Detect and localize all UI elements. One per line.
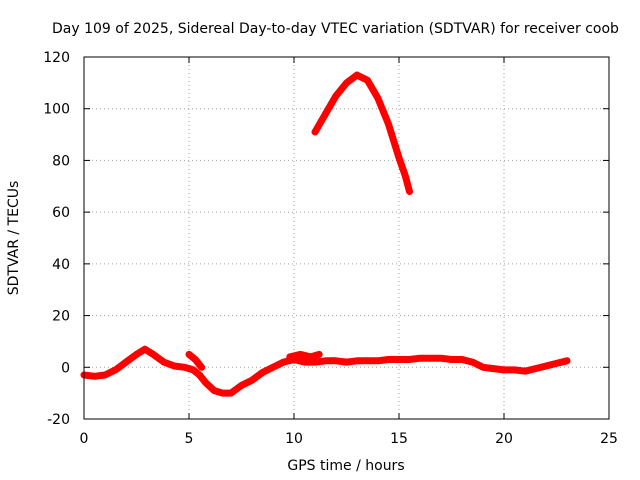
data-point — [322, 110, 329, 118]
data-point — [211, 387, 218, 394]
data-point — [385, 121, 392, 128]
data-point — [532, 365, 539, 372]
x-axis-label: GPS time / hours — [287, 458, 404, 474]
y-tick-label: 120 — [43, 50, 70, 66]
data-point — [101, 371, 109, 379]
data-point — [553, 360, 560, 367]
data-point — [301, 358, 308, 366]
data-point — [280, 358, 287, 366]
data-point — [192, 356, 199, 363]
series-line — [286, 350, 323, 361]
data-point — [469, 358, 476, 366]
data-point — [343, 79, 350, 87]
x-tick-label: 0 — [80, 431, 89, 447]
data-point — [133, 351, 140, 358]
data-point — [150, 351, 157, 358]
data-point — [332, 357, 340, 365]
data-point — [185, 351, 193, 358]
plot-frame — [83, 56, 610, 420]
data-point — [542, 362, 550, 370]
data-point — [343, 358, 350, 366]
data-point — [511, 366, 518, 374]
data-point — [416, 355, 424, 362]
data-point — [259, 369, 266, 376]
data-point — [395, 356, 403, 363]
data-point — [374, 357, 382, 365]
y-tick-label: 60 — [52, 205, 70, 221]
data-point — [458, 356, 466, 363]
data-point — [171, 362, 178, 370]
data-point — [448, 356, 455, 363]
x-axis: 0 5 10 15 20 25 — [80, 57, 618, 447]
grid — [84, 57, 609, 419]
x-tick-label: 15 — [390, 431, 408, 447]
data-point — [286, 353, 293, 361]
x-tick-label: 5 — [185, 431, 194, 447]
x-tick-label: 10 — [285, 431, 303, 447]
data-point — [311, 358, 319, 366]
data-point — [307, 353, 314, 361]
y-axis-label: SDTVAR / TECUs — [6, 181, 22, 296]
data-point — [190, 366, 197, 374]
data-point — [406, 188, 413, 195]
data-point — [198, 364, 205, 371]
data-point — [385, 356, 392, 363]
data-point — [238, 382, 245, 389]
data-point — [269, 364, 277, 371]
data-point — [427, 355, 434, 362]
data-point — [311, 128, 319, 136]
data-point — [563, 357, 571, 365]
data-point — [248, 377, 256, 384]
data-point — [521, 367, 529, 375]
data-point — [202, 379, 209, 386]
y-axis: -20 0 20 40 60 80 100 120 — [43, 50, 609, 428]
data-point — [181, 364, 188, 371]
y-tick-label: 0 — [61, 360, 70, 376]
data-point — [490, 365, 497, 372]
data-point — [395, 154, 403, 162]
data-point — [160, 358, 167, 366]
data-point — [322, 357, 329, 365]
data-point — [122, 358, 130, 366]
series-layer — [80, 71, 571, 397]
x-tick-label: 25 — [600, 431, 618, 447]
data-point — [91, 373, 98, 380]
data-point — [479, 364, 487, 371]
data-point — [374, 95, 382, 102]
x-tick-label: 20 — [495, 431, 513, 447]
y-tick-label: 40 — [52, 257, 70, 273]
data-point — [364, 357, 371, 365]
data-point — [297, 351, 304, 358]
data-point — [141, 345, 149, 353]
data-point — [353, 71, 361, 79]
y-tick-label: 80 — [52, 153, 70, 169]
data-point — [332, 92, 340, 99]
y-tick-label: -20 — [47, 412, 70, 428]
data-point — [500, 366, 508, 374]
data-point — [112, 366, 119, 374]
y-tick-label: 20 — [52, 309, 70, 325]
data-point — [353, 357, 361, 365]
y-tick-label: 100 — [43, 102, 70, 118]
data-point — [406, 356, 413, 363]
data-point — [316, 351, 323, 358]
data-point — [219, 389, 226, 397]
data-point — [227, 389, 235, 397]
data-point — [437, 355, 445, 362]
data-point — [364, 77, 371, 84]
chart-title: Day 109 of 2025, Sidereal Day-to-day VTE… — [52, 21, 619, 37]
data-point — [402, 172, 409, 180]
data-point — [196, 371, 203, 379]
